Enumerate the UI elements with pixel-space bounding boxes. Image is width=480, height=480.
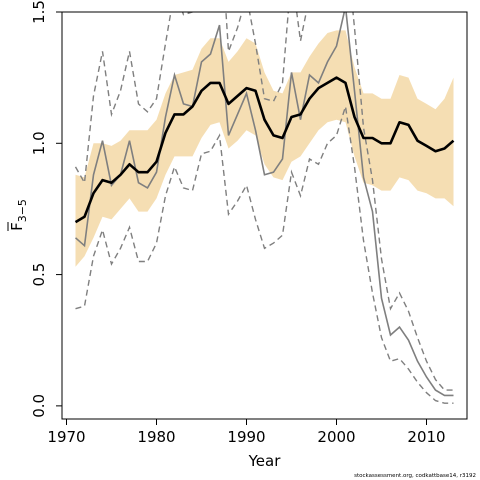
x-tick-label-2010: 2010: [407, 428, 445, 446]
source-credit: stockassessment.org, codkattbase14, r319…: [354, 473, 476, 479]
y-axis-title-main: F: [8, 222, 26, 231]
y-tick-label-1.5: 1.5: [30, 0, 48, 24]
median-line: [74, 76, 455, 224]
confidence-band: [75, 30, 454, 267]
y-tick-label-1.0: 1.0: [30, 131, 48, 155]
estimate-line: [74, 12, 454, 397]
x-axis-title: Year: [248, 452, 282, 470]
x-tick-label-1990: 1990: [227, 428, 265, 446]
interval-line-4: [74, 12, 454, 391]
y-axis-title: F3−5: [8, 199, 29, 231]
x-tick-label-1970: 1970: [47, 428, 85, 446]
interval-line-5: [75, 106, 454, 404]
y-tick-label-0.5: 0.5: [30, 263, 48, 287]
y-axis-title-subscript: 3−5: [16, 199, 29, 222]
y-tick-label-0.0: 0.0: [30, 394, 48, 418]
x-tick-label-1980: 1980: [137, 428, 175, 446]
plot-frame: [61, 11, 468, 420]
x-tick-label-2000: 2000: [317, 428, 355, 446]
